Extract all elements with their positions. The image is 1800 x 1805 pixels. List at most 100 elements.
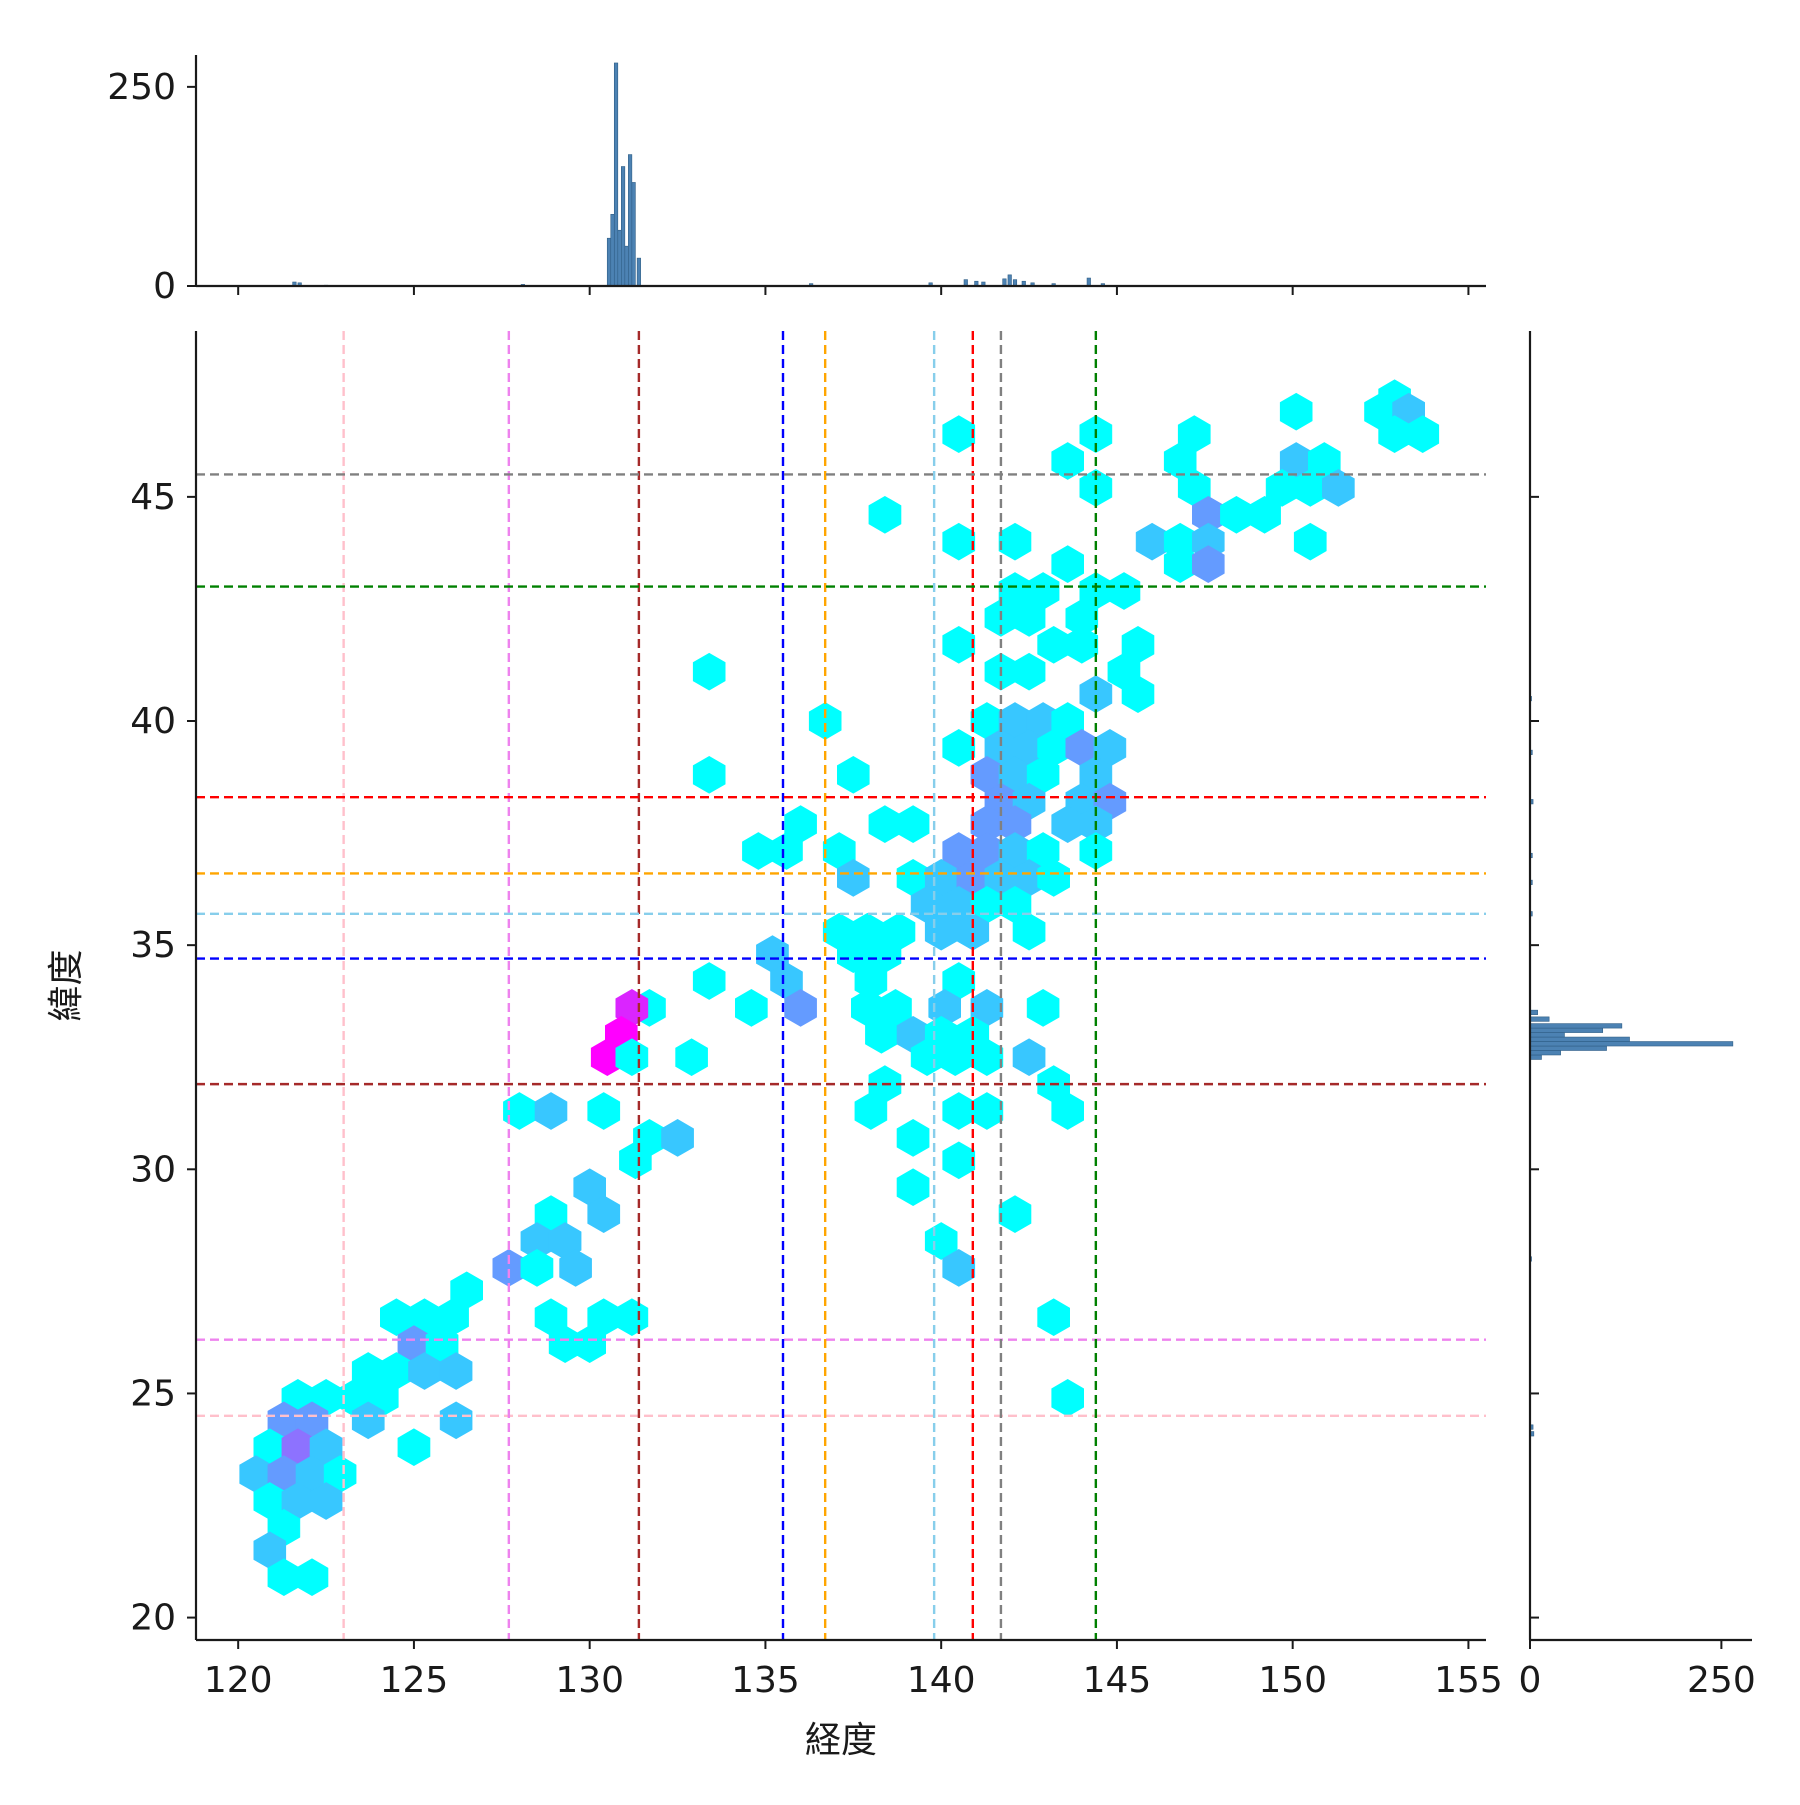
marginal-x-count-label: 0 (153, 266, 176, 307)
hexbin-cell (1051, 545, 1084, 583)
hexbin-cell (520, 1249, 554, 1287)
hexbin-cell (836, 859, 870, 897)
histogram-bar-x (636, 257, 641, 287)
hexbin-cell (351, 1401, 385, 1440)
marginal-y-histogram: 0 250 (1519, 331, 1756, 1701)
histogram-bar-x (621, 166, 626, 287)
hexbin-cell (675, 1038, 708, 1077)
y-tick-label: 20 (130, 1598, 176, 1639)
histogram-bar-y (1529, 1023, 1623, 1029)
hexbin-cell (970, 1038, 1004, 1077)
hexbin-cell (559, 1249, 592, 1287)
hexbin-cell (619, 1141, 652, 1180)
histogram-bar-y (1529, 1016, 1550, 1022)
hexbin-cell (1051, 442, 1084, 480)
hexbin-cell (587, 1092, 621, 1130)
histogram-bar-x (606, 237, 612, 287)
hexbin-cell (1012, 652, 1046, 691)
hexbin-cell (942, 1249, 976, 1287)
hexbin-cell (1037, 1298, 1070, 1337)
x-tick-label: 145 (1083, 1660, 1152, 1701)
hexbin-cell (309, 1482, 343, 1520)
joint-plot-area: 120 125 130 135 140 145 150 155 20 25 30 35 40 45 (130, 331, 1503, 1701)
y-tick-label: 25 (130, 1373, 176, 1414)
histogram-bar-x (631, 182, 636, 287)
y-axis-title: 緯度 (46, 949, 87, 1021)
y-tick-label: 35 (130, 925, 176, 966)
hexbin-cell (587, 1195, 621, 1233)
hexbin-cell (1192, 545, 1225, 583)
x-tick-label: 125 (380, 1660, 449, 1701)
histogram-bar-x (617, 229, 622, 287)
hexbin-cell (742, 832, 775, 870)
hexbin-cell (734, 989, 768, 1027)
histogram-bar-y (1529, 1032, 1565, 1038)
hexbin-cell (808, 702, 842, 740)
y-tick-label: 40 (130, 701, 176, 742)
histogram-bar-x (624, 245, 629, 287)
hexbin-cell (784, 989, 817, 1027)
histogram-bar-y (1529, 1036, 1630, 1042)
hexbin-cell (661, 1119, 694, 1157)
histogram-bar-y (1529, 1045, 1607, 1051)
hexbin-cell (692, 755, 726, 794)
y-tick-label: 45 (130, 477, 176, 518)
hexbin-cell (1248, 495, 1281, 534)
hexbin-cell (854, 1092, 888, 1130)
x-tick-label: 130 (555, 1660, 624, 1701)
hexbin-cell (534, 1092, 568, 1130)
x-tick-label: 155 (1434, 1660, 1503, 1701)
hexbin-cell (615, 1298, 649, 1337)
hexbin-cell (942, 1092, 976, 1130)
y-tick-label: 30 (130, 1149, 176, 1190)
histogram-bar-x (628, 154, 633, 287)
hexbin-cell (896, 1168, 930, 1207)
histogram-bar-x (1086, 277, 1091, 287)
histogram-bar-y (1529, 1041, 1734, 1047)
hexbin-cell (1026, 989, 1060, 1027)
hexbin-cell (1037, 625, 1070, 664)
hexbin-cell (896, 1119, 930, 1157)
hexbin-cell (573, 1325, 607, 1363)
hexbin-cell (397, 1428, 431, 1467)
histogram-bar-y (1529, 1027, 1604, 1033)
hexbin-cell (868, 495, 902, 534)
x-tick-label: 135 (731, 1660, 800, 1701)
hexbin-cell (970, 1092, 1004, 1130)
hexbin-cell (1051, 1092, 1084, 1130)
histogram-bar-x (613, 62, 619, 287)
hexbin-cell (998, 522, 1032, 561)
hexbin-cell (1279, 392, 1313, 431)
hexbin-cell (896, 805, 930, 843)
hexbin-cell (942, 729, 976, 767)
x-tick-label: 120 (204, 1660, 273, 1701)
hexbin-cell (1293, 522, 1327, 561)
x-tick-label: 140 (907, 1660, 976, 1701)
x-axis-title: 経度 (805, 1720, 877, 1761)
hexbin-cell (1322, 469, 1355, 507)
hexbin-cell (692, 652, 726, 691)
hexbin-cell (439, 1352, 473, 1390)
hexbin-cell (1107, 572, 1141, 610)
marginal-x-histogram: 0 250 (107, 55, 1486, 307)
histogram-bar-y (1529, 1050, 1561, 1056)
hexbin-cell (770, 832, 803, 870)
hexbin-cell (942, 625, 976, 664)
marginal-x-count-label: 250 (107, 67, 176, 108)
marginal-y-count-label: 250 (1687, 1660, 1756, 1701)
hexbin-cell (868, 805, 902, 843)
hexbin-cell (1135, 522, 1169, 561)
hexbin-cell (1121, 675, 1155, 713)
hexbin-cell (1220, 495, 1253, 534)
hexbin-cell (439, 1401, 473, 1440)
hexbin-cell (1012, 1038, 1046, 1077)
hexbin-cell (942, 1141, 976, 1180)
hexbin-cell (942, 522, 976, 561)
hexbin-cell (836, 755, 870, 794)
histogram-bar-y (1529, 1054, 1542, 1060)
histogram-bar-y (1529, 1009, 1538, 1015)
hexbin-cell (1051, 1379, 1084, 1417)
hexbin-cell (1037, 859, 1070, 897)
hexbin-cell (692, 962, 726, 1000)
